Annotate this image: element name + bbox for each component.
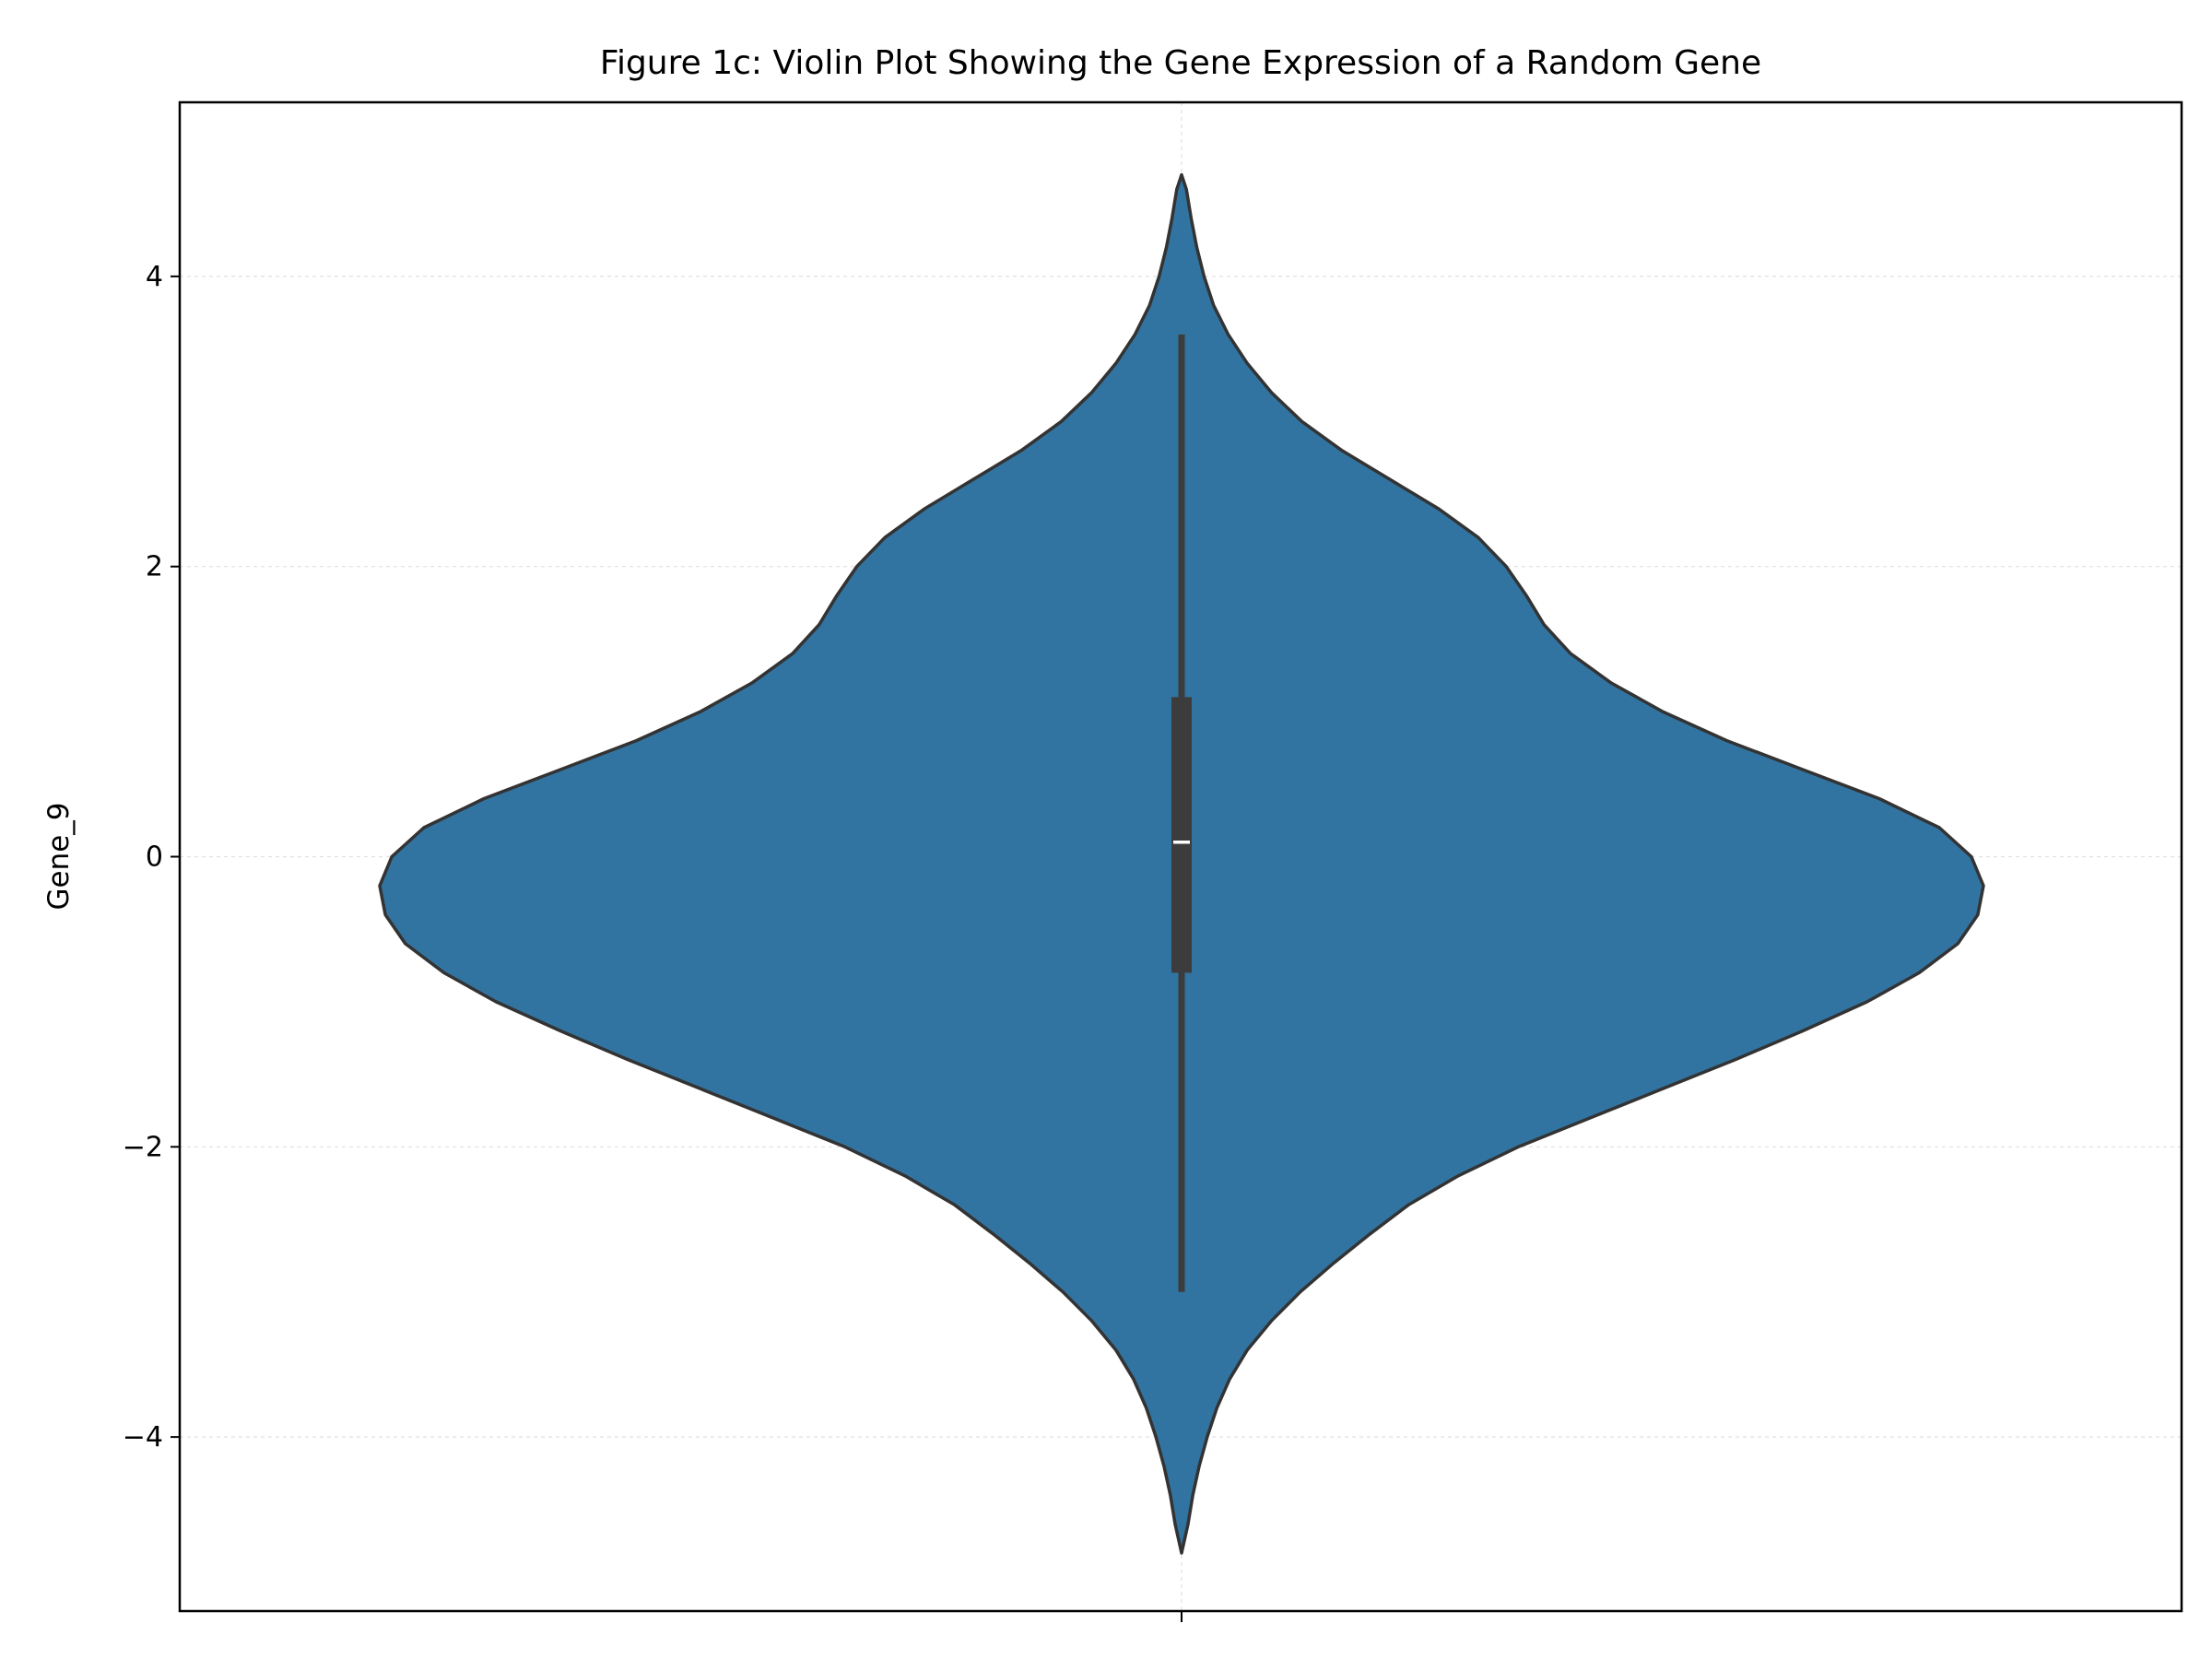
y-tick-label-4: 4 <box>146 261 163 293</box>
chart-title: Figure 1c: Violin Plot Showing the Gene … <box>600 44 1761 82</box>
y-tick-label-1: −2 <box>123 1131 163 1163</box>
y-axis-label: Gene_9 <box>42 802 76 910</box>
iqr-box <box>1171 697 1192 973</box>
y-tick-label-0: −4 <box>123 1421 163 1453</box>
inner-box <box>1171 334 1192 1292</box>
y-tick-label-2: 0 <box>146 841 163 874</box>
y-axis-ticks: −4 −2 0 2 4 <box>123 261 1182 1622</box>
y-tick-label-3: 2 <box>146 551 163 583</box>
